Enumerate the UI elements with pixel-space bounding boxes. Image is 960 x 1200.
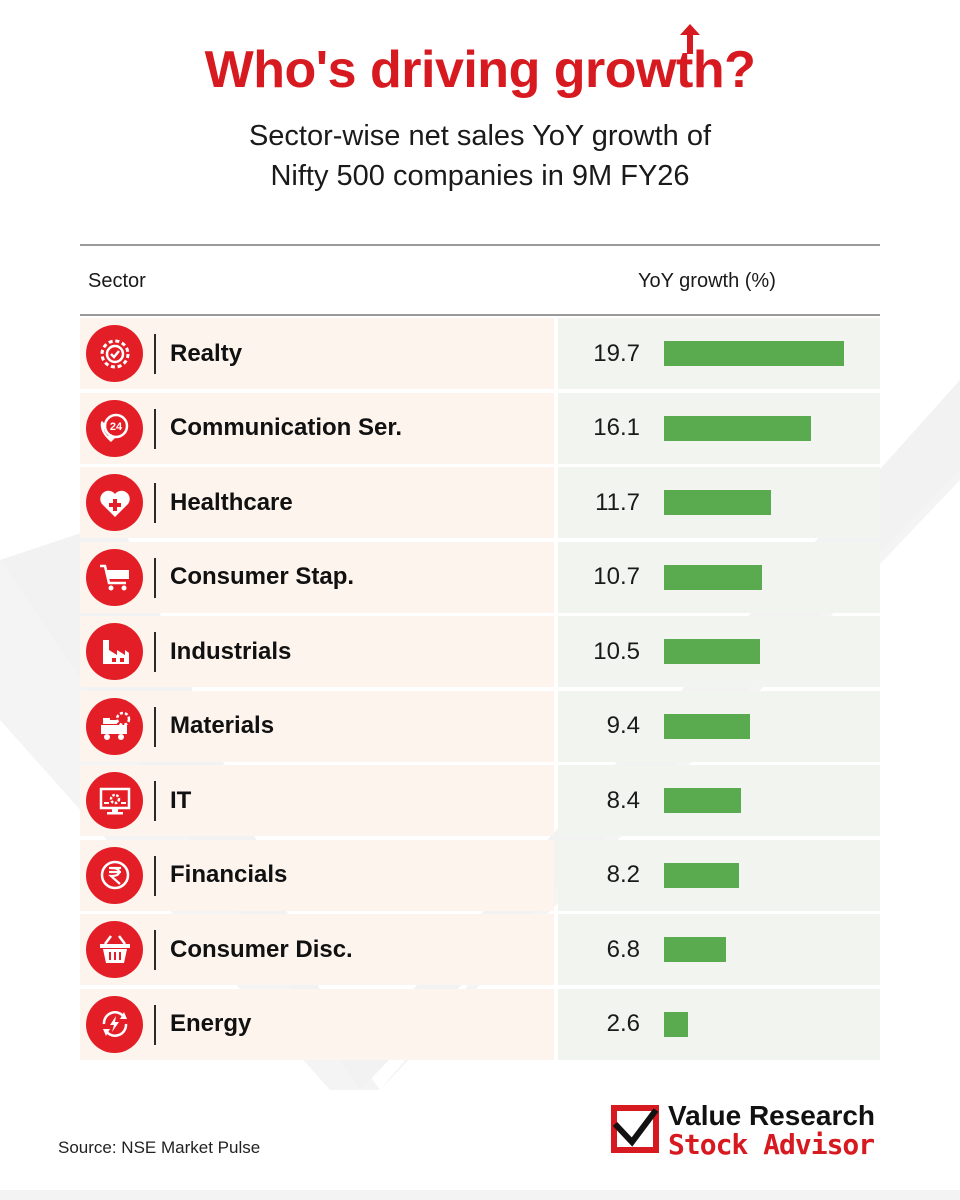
- bar: [664, 341, 844, 366]
- bar: [664, 1011, 688, 1037]
- data-label: 10.5: [593, 637, 640, 665]
- sector-cell: Materials: [80, 690, 554, 762]
- row-divider: [154, 855, 156, 896]
- sector-label: Financials: [170, 861, 288, 888]
- growth-cell: 10.5: [558, 616, 880, 687]
- sector-label: Consumer Stap.: [170, 563, 355, 590]
- growth-cell: 19.7: [558, 318, 880, 389]
- row-divider: [154, 408, 156, 449]
- subtitle-line-2: Nifty 500 companies in 9M FY26: [270, 160, 690, 192]
- heart-cross-icon: [86, 474, 143, 531]
- sector-cell: Consumer Stap.: [80, 541, 554, 613]
- sector-cell: IT: [80, 765, 554, 836]
- data-label: 8.2: [606, 861, 640, 888]
- source-note: Source: NSE Market Pulse: [58, 1138, 261, 1157]
- sector-label: Consumer Disc.: [170, 935, 353, 963]
- brand-line-1: Value Research: [668, 1100, 876, 1131]
- sector-label: Realty: [170, 339, 243, 367]
- column-header-sector: Sector: [88, 270, 146, 292]
- table-header-rule: [80, 314, 880, 316]
- column-header-growth: YoY growth (%): [638, 270, 776, 292]
- brand-logo: Value Research Stock Advisor: [610, 1100, 910, 1161]
- page-title: Who's driving growth?: [204, 41, 756, 99]
- page-subtitle: Sector-wise net sales YoY growth of Nift…: [0, 116, 960, 196]
- data-label: 2.6: [606, 1010, 640, 1037]
- sector-label: IT: [170, 786, 192, 814]
- row-divider: [154, 483, 156, 523]
- sector-cell: Energy: [80, 988, 554, 1060]
- row-divider: [154, 334, 156, 374]
- bar: [664, 490, 771, 515]
- growth-cell: 8.4: [558, 765, 880, 836]
- data-label: 11.7: [595, 488, 640, 516]
- data-label: 6.8: [606, 935, 640, 963]
- sector-label: Communication Ser.: [170, 414, 403, 441]
- factory-icon: [86, 623, 143, 680]
- arrow-up-icon: [680, 24, 700, 54]
- table-row: 24 Communication Ser. 16.1: [80, 392, 880, 464]
- table-row: Energy 2.6: [80, 988, 880, 1060]
- table-row: Industrials 10.5: [80, 616, 880, 687]
- growth-cell: 2.6: [558, 988, 880, 1060]
- table-row: Realty 19.7: [80, 318, 880, 389]
- phone-24-icon: 24: [86, 399, 143, 457]
- bar: [664, 937, 727, 962]
- mining-cart-icon: [86, 697, 143, 755]
- data-label: 16.1: [593, 414, 640, 441]
- table-top-rule: [80, 244, 880, 246]
- growth-cell: 16.1: [558, 392, 880, 464]
- shopping-cart-icon: [86, 548, 143, 606]
- rupee-icon: [86, 846, 143, 904]
- row-divider: [154, 781, 156, 821]
- sector-cell: Industrials: [80, 616, 554, 687]
- data-label: 19.7: [593, 339, 640, 367]
- growth-cell: 8.2: [558, 839, 880, 911]
- bar: [664, 564, 762, 590]
- sector-label: Healthcare: [170, 488, 293, 516]
- bar: [664, 862, 739, 888]
- sector-cell: Consumer Disc.: [80, 914, 554, 985]
- chart-rows: Realty 19.7 24 Communication Ser. 16.1 Health…: [80, 318, 880, 1063]
- svg-text:24: 24: [109, 421, 122, 433]
- bar: [664, 639, 760, 664]
- data-label: 9.4: [606, 712, 640, 739]
- growth-cell: 9.4: [558, 690, 880, 762]
- sector-label: Industrials: [170, 637, 292, 665]
- sector-cell: Healthcare: [80, 467, 554, 538]
- value-research-logo-icon: [611, 1105, 659, 1153]
- growth-cell: 10.7: [558, 541, 880, 613]
- bar: [664, 713, 750, 739]
- growth-cell: 11.7: [558, 467, 880, 538]
- table-row: Consumer Disc. 6.8: [80, 914, 880, 985]
- gear-check-icon: [86, 325, 143, 382]
- data-label: 8.4: [606, 786, 640, 814]
- sector-label: Materials: [170, 712, 275, 739]
- monitor-gear-icon: [86, 772, 143, 829]
- data-label: 10.7: [593, 563, 640, 590]
- bar: [664, 415, 812, 441]
- table-row: Consumer Stap. 10.7: [80, 541, 880, 613]
- row-divider: [154, 706, 156, 747]
- table-row: Materials 9.4: [80, 690, 880, 762]
- subtitle-line-1: Sector-wise net sales YoY growth of: [248, 120, 712, 152]
- bottom-band: [0, 1190, 960, 1200]
- row-divider: [154, 632, 156, 672]
- bar: [664, 788, 741, 813]
- growth-cell: 6.8: [558, 914, 880, 985]
- sector-label: Energy: [170, 1010, 252, 1037]
- table-row: IT 8.4: [80, 765, 880, 836]
- row-divider: [154, 1004, 156, 1045]
- brand-line-2: Stock Advisor: [668, 1128, 875, 1161]
- sector-cell: Financials: [80, 839, 554, 911]
- basket-icon: [86, 921, 143, 978]
- row-divider: [154, 557, 156, 598]
- energy-cycle-icon: [86, 995, 143, 1053]
- sector-cell: 24 Communication Ser.: [80, 392, 554, 464]
- row-divider: [154, 930, 156, 970]
- table-row: Healthcare 11.7: [80, 467, 880, 538]
- sector-cell: Realty: [80, 318, 554, 389]
- table-row: Financials 8.2: [80, 839, 880, 911]
